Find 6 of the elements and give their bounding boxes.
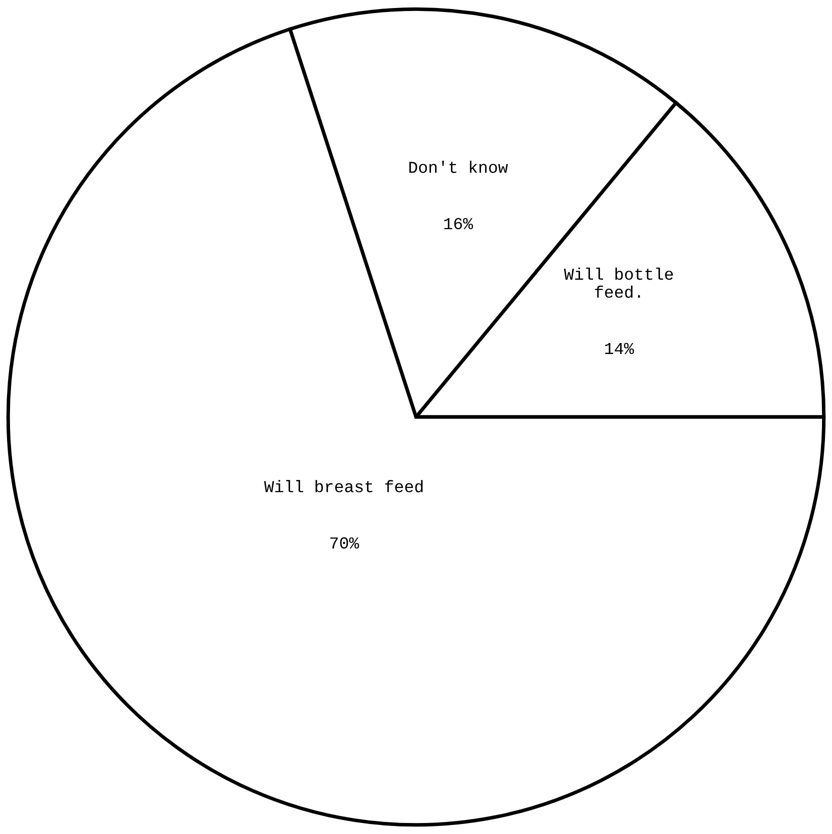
slice-label: Will breast feed [264, 480, 423, 492]
data-label: 16% [444, 218, 474, 230]
slice-label: Will bottle feed. [564, 268, 673, 298]
data-label: 70% [330, 537, 360, 549]
data-label: 14% [605, 342, 634, 354]
slice-label: Don't know [409, 160, 508, 173]
